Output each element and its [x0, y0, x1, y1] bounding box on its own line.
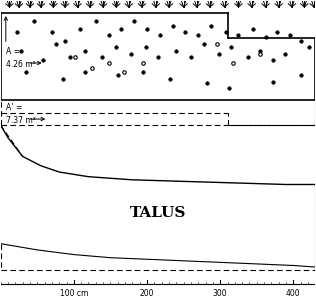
Text: A’ =: A’ =	[6, 104, 22, 112]
Text: 400: 400	[286, 289, 301, 298]
Text: 300: 300	[213, 289, 228, 298]
Text: 4.26 m²: 4.26 m²	[6, 60, 36, 69]
Text: TALUS: TALUS	[130, 206, 186, 220]
Text: A =: A =	[6, 47, 20, 56]
Text: 200: 200	[140, 289, 154, 298]
Text: 7.37 m²: 7.37 m²	[6, 116, 36, 125]
Text: 100 cm: 100 cm	[60, 289, 88, 298]
